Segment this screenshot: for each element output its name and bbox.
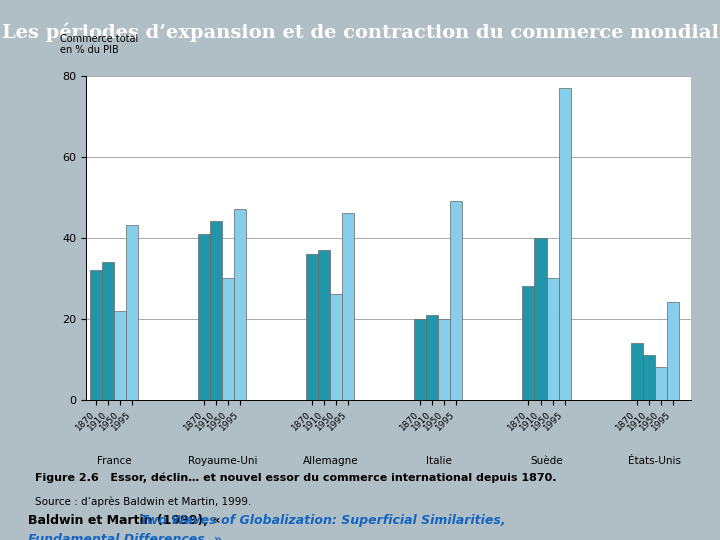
- Bar: [426, 314, 438, 400]
- Bar: [559, 87, 570, 400]
- Bar: [667, 302, 678, 400]
- Bar: [438, 319, 451, 400]
- Bar: [127, 226, 138, 400]
- Text: Baldwin et Martin (1999), «: Baldwin et Martin (1999), «: [28, 514, 225, 527]
- Bar: [654, 367, 667, 400]
- Text: France: France: [97, 456, 132, 467]
- Bar: [631, 343, 642, 400]
- Bar: [642, 355, 654, 400]
- Bar: [199, 233, 210, 400]
- Text: Les périodes d’expansion et de contraction du commerce mondial: Les périodes d’expansion et de contracti…: [1, 23, 719, 42]
- Bar: [210, 221, 222, 400]
- Bar: [415, 319, 426, 400]
- Text: Commerce total
en % du PIB: Commerce total en % du PIB: [60, 33, 138, 56]
- Text: Source : d’après Baldwin et Martin, 1999.: Source : d’après Baldwin et Martin, 1999…: [35, 497, 251, 507]
- Bar: [534, 238, 546, 400]
- Bar: [546, 278, 559, 400]
- Text: Italie: Italie: [426, 456, 451, 467]
- Bar: [102, 262, 114, 400]
- Bar: [114, 310, 127, 400]
- Text: États-Unis: États-Unis: [628, 456, 681, 467]
- Bar: [330, 294, 343, 400]
- Text: Two Waves of Globalization: Superficial Similarities,: Two Waves of Globalization: Superficial …: [140, 514, 505, 527]
- Text: Royaume-Uni: Royaume-Uni: [188, 456, 257, 467]
- Text: Figure 2.6   Essor, déclin… et nouvel essor du commerce international depuis 187: Figure 2.6 Essor, déclin… et nouvel esso…: [35, 472, 557, 483]
- Bar: [307, 254, 318, 400]
- Bar: [343, 213, 354, 400]
- Text: Allemagne: Allemagne: [302, 456, 359, 467]
- Bar: [235, 209, 246, 400]
- Bar: [318, 249, 330, 400]
- Bar: [451, 201, 462, 400]
- Text: Fundamental Differences  »: Fundamental Differences »: [28, 533, 222, 540]
- Bar: [91, 270, 102, 400]
- Text: Suède: Suède: [530, 456, 563, 467]
- Bar: [523, 286, 534, 400]
- Bar: [222, 278, 235, 400]
